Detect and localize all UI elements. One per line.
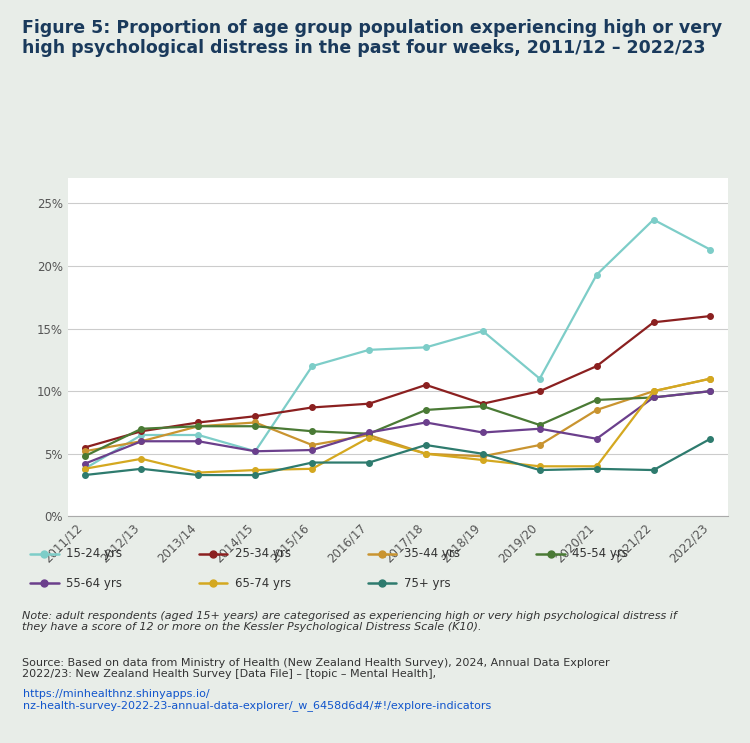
- Text: Source: Based on data from Ministry of Health (New Zealand Health Survey), 2024,: Source: Based on data from Ministry of H…: [22, 658, 610, 679]
- Text: https://minhealthnz.shinyapps.io/
nz-health-survey-2022-23-annual-data-explorer/: https://minhealthnz.shinyapps.io/ nz-hea…: [22, 689, 490, 711]
- Text: Figure 5: Proportion of age group population experiencing high or very
high psyc: Figure 5: Proportion of age group popula…: [22, 19, 723, 57]
- Text: 45-54 yrs: 45-54 yrs: [572, 547, 628, 560]
- Text: 15-24 yrs: 15-24 yrs: [66, 547, 122, 560]
- Text: Note: adult respondents (aged 15+ years) are categorised as experiencing high or: Note: adult respondents (aged 15+ years)…: [22, 611, 677, 632]
- Text: 75+ yrs: 75+ yrs: [404, 577, 450, 590]
- Text: 35-44 yrs: 35-44 yrs: [404, 547, 460, 560]
- Text: 55-64 yrs: 55-64 yrs: [66, 577, 122, 590]
- Text: 25-34 yrs: 25-34 yrs: [235, 547, 291, 560]
- Text: 65-74 yrs: 65-74 yrs: [235, 577, 291, 590]
